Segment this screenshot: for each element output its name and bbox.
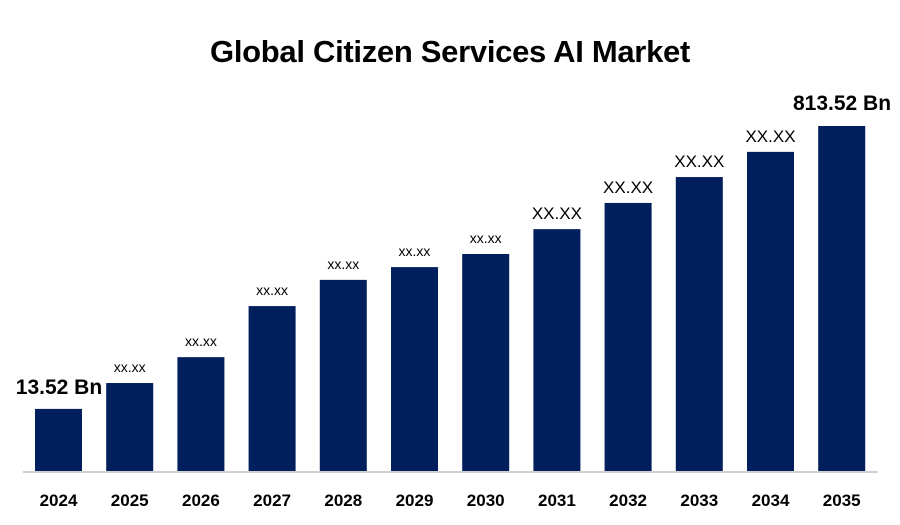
data-label: xx.xx: [399, 243, 431, 259]
bar-2031: [533, 229, 581, 471]
bar-2027: [248, 306, 296, 471]
chart-title: Global Citizen Services AI Market: [210, 34, 690, 69]
x-tick-label: 2031: [538, 491, 576, 510]
data-label: XX.XX: [603, 178, 653, 197]
x-tick-label: 2030: [467, 491, 505, 510]
data-label: 813.52 Bn: [793, 92, 891, 115]
data-label: XX.XX: [674, 152, 724, 171]
data-label: xx.xx: [185, 333, 217, 349]
data-label: XX.XX: [532, 204, 582, 223]
x-tick-label: 2034: [752, 491, 790, 510]
data-label: xx.xx: [114, 359, 146, 375]
bar-2032: [604, 202, 652, 471]
data-label: xx.xx: [256, 282, 288, 298]
x-tick-label: 2032: [609, 491, 647, 510]
bar-2030: [462, 253, 510, 471]
bar-2035: [818, 126, 866, 471]
data-label: xx.xx: [327, 256, 359, 272]
x-tick-label: 2026: [182, 491, 220, 510]
bar-2024: [35, 408, 82, 471]
bar-2033: [675, 177, 723, 471]
bar-2029: [391, 267, 438, 471]
x-tick-label: 2027: [253, 491, 291, 510]
bar-2025: [106, 383, 154, 471]
x-tick-label: 2024: [40, 491, 78, 510]
data-label: 13.52 Bn: [16, 376, 102, 399]
x-tick-label: 2033: [680, 491, 718, 510]
data-label: XX.XX: [745, 127, 795, 146]
bar-2034: [747, 151, 794, 471]
x-tick-label: 2029: [396, 491, 434, 510]
data-label: xx.xx: [470, 230, 502, 246]
x-tick-label: 2025: [111, 491, 149, 510]
bar-2028: [319, 279, 367, 471]
bar-2026: [177, 357, 225, 471]
x-tick-label: 2028: [324, 491, 362, 510]
x-tick-label: 2035: [823, 491, 861, 510]
